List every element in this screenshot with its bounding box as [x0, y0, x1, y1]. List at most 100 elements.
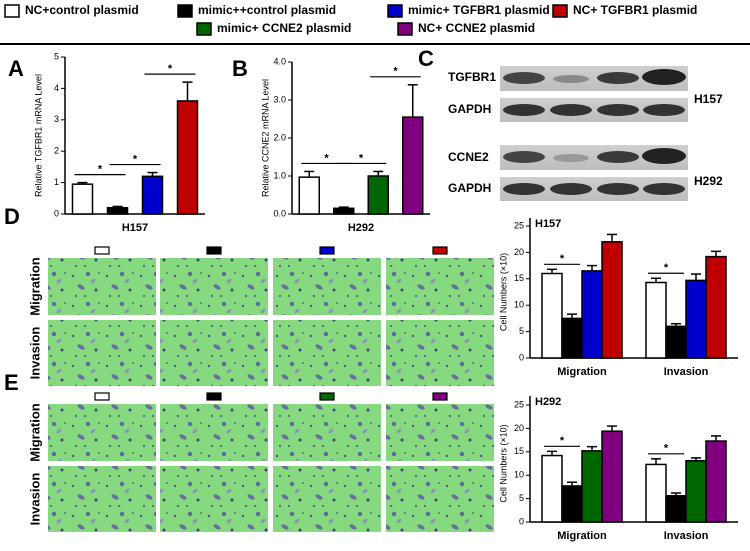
cell-line-label: H292 [694, 174, 723, 188]
western-blot: TGFBR1 GAPDH CCNE2 GAPDH H157 H292 [448, 66, 723, 201]
y-axis-label: Cell Numbers (×10) [498, 253, 508, 331]
legend-swatch [196, 22, 212, 36]
x-tick-label: Migration [557, 366, 607, 378]
panel-label: E [4, 370, 19, 395]
micrograph [48, 404, 156, 461]
y-axis-label: Relative CCNE2 mRNA Level [260, 79, 270, 197]
row-label: Migration [27, 403, 42, 462]
bar [705, 440, 727, 523]
bar [298, 176, 320, 215]
y-axis-label: Relative TGFBR1 mRNA Level [33, 74, 43, 197]
y-tick-label: 1.0 [273, 170, 286, 180]
y-tick-label: 0 [519, 352, 524, 362]
bar [561, 317, 583, 359]
y-tick-label: 1 [54, 177, 59, 187]
x-tick-label: Invasion [664, 366, 709, 378]
micrograph [386, 466, 494, 532]
micrograph [160, 404, 268, 461]
bar [705, 255, 727, 359]
significance-label: * [664, 443, 669, 455]
bar [106, 206, 129, 215]
micrograph [386, 404, 494, 461]
y-tick-label: 2 [54, 146, 59, 156]
significance-label: * [98, 164, 103, 176]
bar [333, 207, 355, 215]
bar [561, 485, 583, 523]
group-key [94, 246, 110, 255]
significance-label: * [560, 435, 565, 447]
row-label: Invasion [27, 473, 42, 526]
blot-label: TGFBR1 [448, 70, 496, 84]
y-tick-label: 2.0 [273, 132, 286, 142]
x-tick-label: Migration [557, 530, 607, 542]
y-tick-label: 10 [514, 470, 524, 480]
micrograph [273, 320, 381, 386]
x-axis-label: H292 [348, 222, 374, 234]
y-tick-label: 15 [514, 446, 524, 456]
legend-swatch [4, 4, 20, 18]
x-tick-label: Invasion [664, 530, 709, 542]
legend-label: mimic+ CCNE2 plasmid [217, 21, 351, 35]
bar [367, 175, 389, 215]
cell-line-label: H157 [694, 92, 723, 106]
bar [685, 459, 707, 523]
x-axis-label: H157 [122, 222, 148, 234]
significance-label: * [359, 152, 364, 164]
legend-label: mimic+ TGFBR1 plasmid [408, 3, 550, 17]
row-label: Migration [27, 257, 42, 316]
y-tick-label: 0.0 [273, 208, 286, 218]
bar [685, 279, 707, 359]
micrograph [48, 320, 156, 386]
legend-label: mimic++control plasmid [198, 3, 336, 17]
y-tick-label: 25 [514, 399, 524, 409]
bar [601, 430, 623, 523]
micrograph [273, 466, 381, 532]
micrograph [160, 320, 268, 386]
legend-label: NC+ CCNE2 plasmid [418, 21, 535, 35]
bar [665, 495, 687, 523]
group-key [206, 246, 222, 255]
micrograph [48, 466, 156, 532]
bar [581, 450, 603, 523]
y-tick-label: 15 [514, 273, 524, 283]
micrograph [386, 258, 494, 315]
legend-label: NC+control plasmid [25, 3, 139, 17]
micrograph [273, 404, 381, 461]
panel-label: D [4, 204, 20, 229]
significance-label: * [324, 152, 329, 164]
y-tick-label: 5 [519, 493, 524, 503]
legend-swatch [397, 22, 413, 36]
significance-label: * [560, 253, 565, 265]
group-key [94, 392, 110, 401]
blot-label: CCNE2 [448, 150, 489, 164]
y-tick-label: 4.0 [273, 56, 286, 66]
panel-label: A [8, 56, 24, 81]
y-tick-label: 4 [54, 83, 59, 93]
micrograph [160, 258, 268, 315]
micrograph [48, 258, 156, 315]
legend-label: NC+ TGFBR1 plasmid [573, 3, 697, 17]
significance-label: * [393, 66, 398, 78]
significance-label: * [133, 153, 138, 165]
y-tick-label: 20 [514, 423, 524, 433]
bar [581, 270, 603, 359]
bar [601, 241, 623, 359]
bar [541, 454, 563, 523]
group-key [432, 246, 448, 255]
micrograph [386, 320, 494, 386]
significance-label: * [168, 63, 173, 75]
group-key [206, 392, 222, 401]
micrograph [273, 258, 381, 315]
bar [141, 175, 164, 215]
bar [402, 116, 424, 215]
bar [645, 463, 667, 523]
significance-label: * [664, 262, 669, 274]
y-tick-label: 5 [519, 326, 524, 336]
y-tick-label: 10 [514, 300, 524, 310]
legend-swatch [387, 4, 403, 18]
blot-label: GAPDH [448, 181, 491, 195]
y-tick-label: 25 [514, 220, 524, 230]
panel-label: C [418, 46, 434, 71]
legend: NC+control plasmid mimic++control plasmid… [4, 3, 697, 36]
